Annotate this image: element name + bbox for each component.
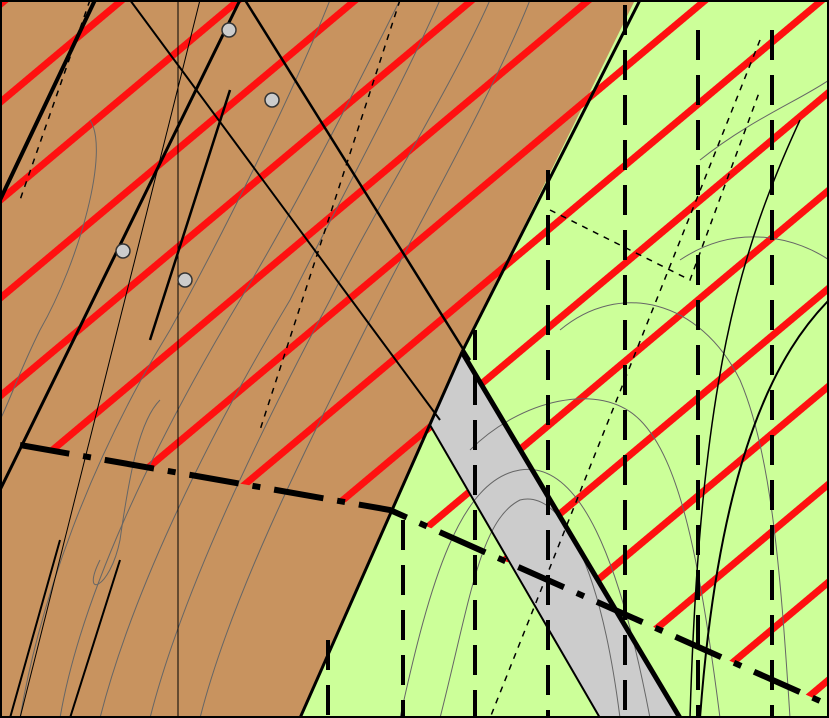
dash-dot-boundary [19,442,827,708]
points [115,22,280,288]
gray-strip [430,352,679,716]
vertical-dashes [326,5,774,716]
